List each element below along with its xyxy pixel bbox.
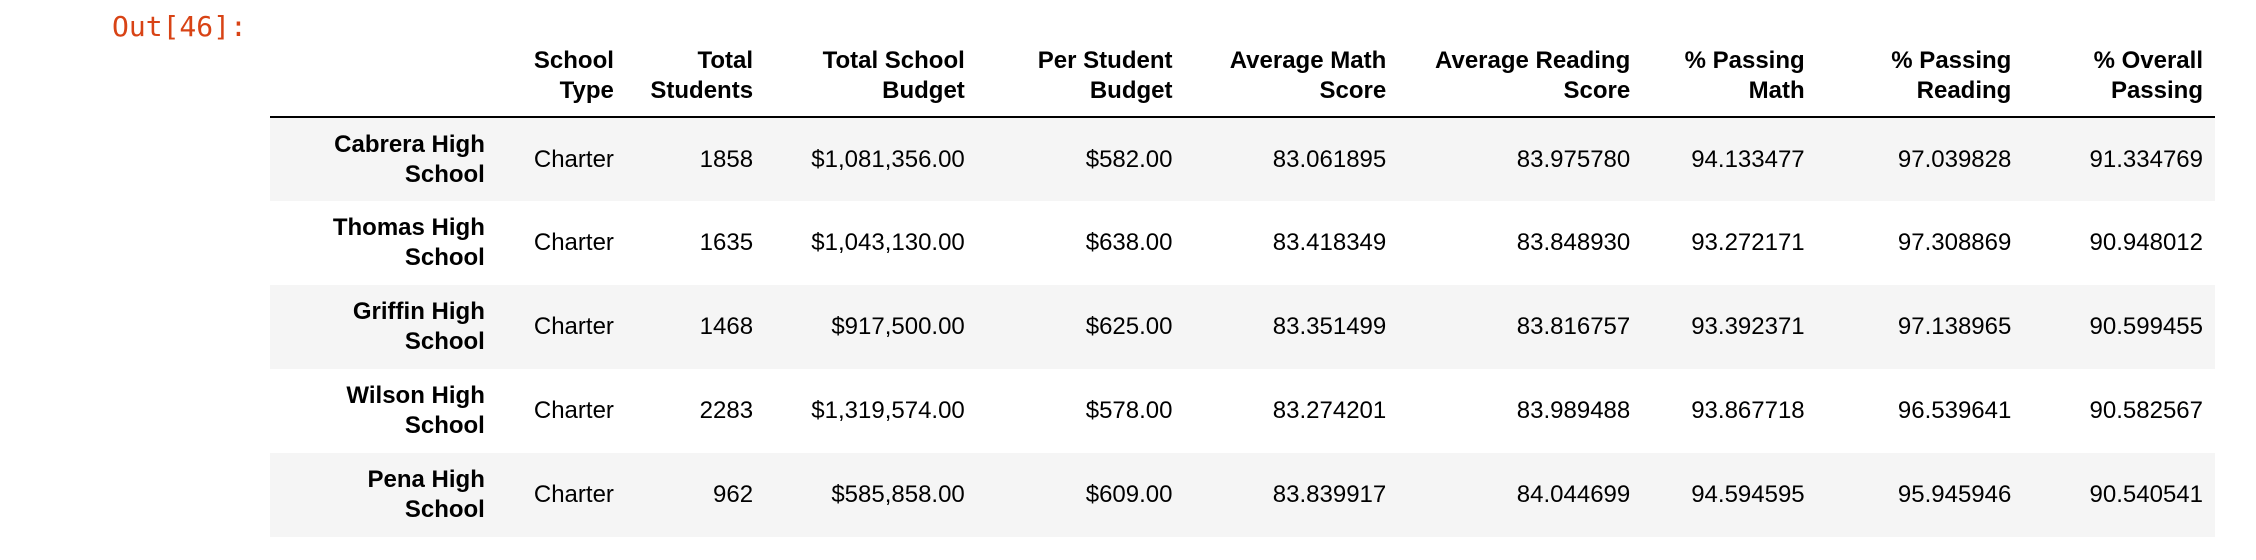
cell-pct-passing-reading: 96.539641 <box>1897 397 2012 424</box>
header-per-student-budget: Per Student Budget <box>976 40 1185 118</box>
cell-per-student-budget: $578.00 <box>1085 397 1173 424</box>
cell-school-type: Charter <box>533 145 614 173</box>
cell-pct-passing-math: 94.133477 <box>1691 145 1805 173</box>
cell-school-type: Charter <box>533 313 614 340</box>
cell-total-school-budget: $1,319,574.00 <box>811 397 965 424</box>
cell-pct-passing-reading: 97.138965 <box>1897 313 2012 340</box>
table-row: Thomas High School Charter 1635 $1,043,1… <box>270 201 2215 285</box>
cell-pct-overall-passing: 91.334769 <box>2089 145 2203 173</box>
cell-per-student-budget: $638.00 <box>1085 229 1173 256</box>
cell-average-math-score: 83.351499 <box>1272 313 1387 340</box>
cell-total-school-budget: $1,043,130.00 <box>811 229 965 256</box>
header-row: School Type Total Students Total School … <box>270 40 2215 118</box>
cell-per-student-budget: $609.00 <box>1085 481 1173 508</box>
cell-school-type: Charter <box>533 481 614 508</box>
row-index-school: Griffin High School <box>352 298 485 355</box>
cell-pct-passing-reading: 95.945946 <box>1897 481 2012 508</box>
header-pct-passing-reading: % Passing Reading <box>1816 40 2024 118</box>
table-row: Wilson High School Charter 2283 $1,319,5… <box>270 369 2215 453</box>
header-index <box>270 40 497 118</box>
cell-average-reading-score: 83.975780 <box>1516 145 1631 173</box>
cell-pct-overall-passing: 90.599455 <box>2089 313 2203 340</box>
cell-total-students: 1468 <box>699 313 754 340</box>
cell-total-students: 1635 <box>699 229 754 256</box>
header-pct-passing-math: % Passing Math <box>1642 40 1817 118</box>
cell-total-school-budget: $917,500.00 <box>831 313 965 340</box>
cell-pct-overall-passing: 90.540541 <box>2089 481 2203 508</box>
table-row: Griffin High School Charter 1468 $917,50… <box>270 285 2215 369</box>
cell-average-math-score: 83.274201 <box>1272 397 1387 424</box>
cell-total-school-budget: $1,081,356.00 <box>811 145 965 173</box>
cell-pct-overall-passing: 90.582567 <box>2089 397 2203 424</box>
cell-average-math-score: 83.839917 <box>1272 481 1387 508</box>
cell-average-reading-score: 83.816757 <box>1516 313 1631 340</box>
table-row: Cabrera High School Charter 1858 $1,081,… <box>270 117 2215 201</box>
dataframe-table: School Type Total Students Total School … <box>270 40 2215 537</box>
row-index-school: Pena High School <box>367 466 485 523</box>
row-index-school: Thomas High School <box>332 214 485 271</box>
header-average-math-score: Average Math Score <box>1184 40 1399 118</box>
cell-total-students: 962 <box>713 481 754 508</box>
table-body: Cabrera High School Charter 1858 $1,081,… <box>270 117 2215 537</box>
cell-school-type: Charter <box>533 229 614 256</box>
output-prompt: Out[46]: <box>112 10 247 43</box>
cell-pct-overall-passing: 90.948012 <box>2089 229 2203 256</box>
header-average-reading-score: Average Reading Score <box>1398 40 1643 118</box>
cell-pct-passing-reading: 97.308869 <box>1897 229 2012 256</box>
cell-pct-passing-math: 93.272171 <box>1691 229 1805 256</box>
cell-pct-passing-math: 93.867718 <box>1691 397 1805 424</box>
header-pct-overall-passing: % Overall Passing <box>2023 40 2215 118</box>
cell-average-math-score: 83.418349 <box>1272 229 1387 256</box>
cell-pct-passing-math: 94.594595 <box>1691 481 1805 508</box>
cell-total-school-budget: $585,858.00 <box>831 481 965 508</box>
cell-per-student-budget: $582.00 <box>1085 145 1173 173</box>
header-total-school-budget: Total School Budget <box>765 40 977 118</box>
table-row: Pena High School Charter 962 $585,858.00… <box>270 453 2215 537</box>
row-index-school: Cabrera High School <box>334 130 485 188</box>
dataframe-container: School Type Total Students Total School … <box>270 40 2215 537</box>
cell-total-students: 1858 <box>699 145 754 173</box>
cell-school-type: Charter <box>533 397 614 424</box>
cell-pct-passing-reading: 97.039828 <box>1897 145 2012 173</box>
table-header: School Type Total Students Total School … <box>270 40 2215 118</box>
row-index-school: Wilson High School <box>346 382 485 439</box>
cell-per-student-budget: $625.00 <box>1085 313 1173 340</box>
cell-average-reading-score: 84.044699 <box>1516 481 1631 508</box>
header-school-type: School Type <box>496 40 626 118</box>
cell-pct-passing-math: 93.392371 <box>1691 313 1805 340</box>
header-total-students: Total Students <box>625 40 766 118</box>
cell-average-reading-score: 83.989488 <box>1516 397 1631 424</box>
cell-total-students: 2283 <box>699 397 754 424</box>
cell-average-math-score: 83.061895 <box>1272 145 1387 173</box>
cell-average-reading-score: 83.848930 <box>1516 229 1631 256</box>
